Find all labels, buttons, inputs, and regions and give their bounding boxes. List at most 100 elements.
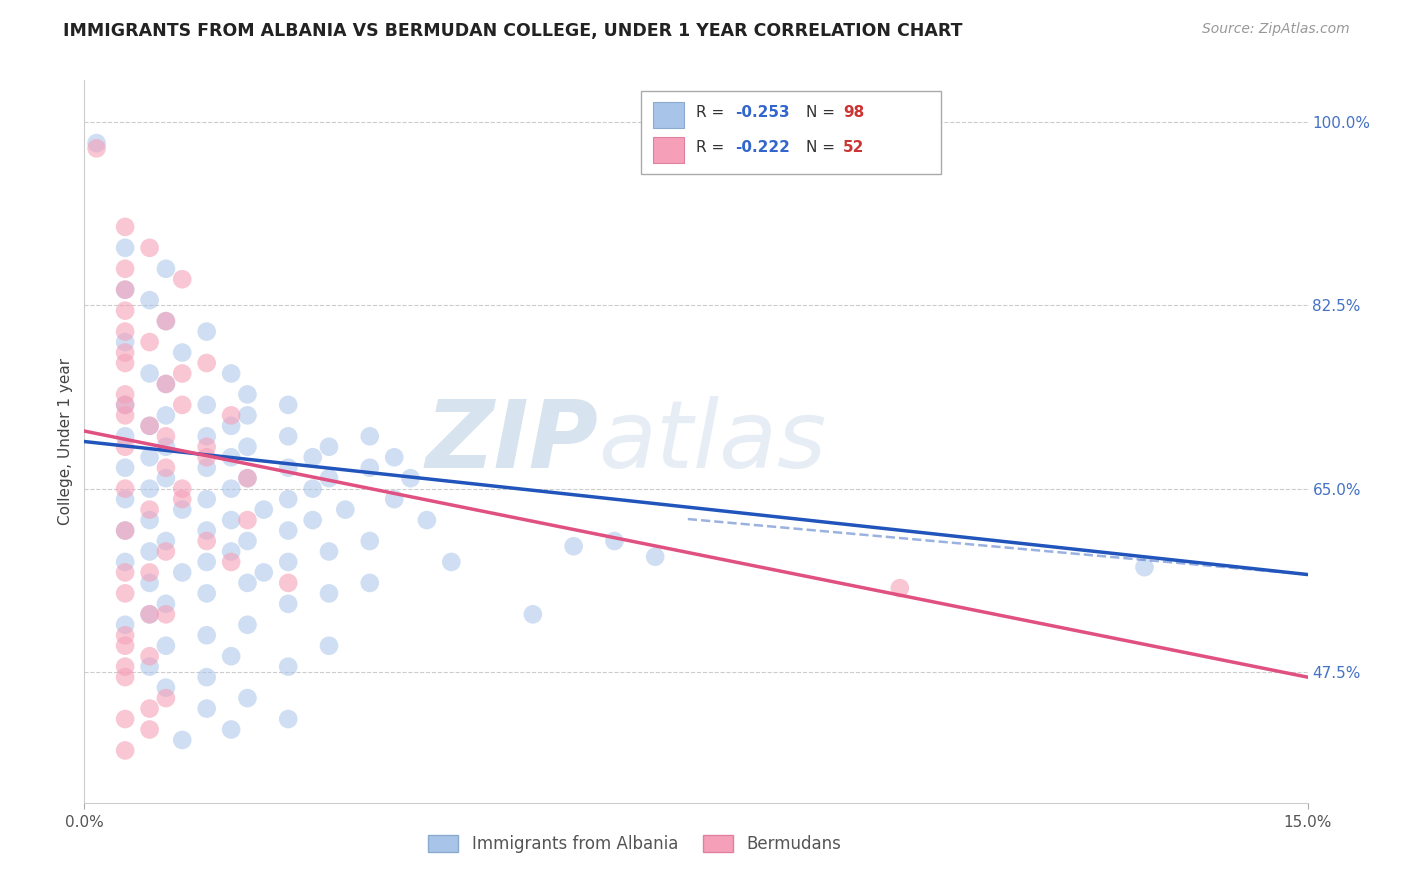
Point: [195, 356, 218, 370]
Point: [219, 418, 242, 433]
Point: [219, 649, 242, 664]
Point: [138, 513, 160, 527]
Point: [277, 398, 299, 412]
Point: [522, 607, 544, 622]
Point: [195, 586, 218, 600]
Point: [236, 575, 259, 590]
Point: [138, 607, 160, 622]
Point: [382, 450, 405, 465]
Point: [155, 376, 177, 391]
Point: [114, 283, 136, 297]
Point: [155, 261, 177, 276]
Point: [114, 241, 136, 255]
Point: [155, 440, 177, 454]
Point: [138, 293, 160, 308]
Point: [138, 723, 160, 737]
Point: [138, 502, 160, 516]
Point: [114, 712, 136, 726]
Point: [172, 733, 194, 747]
Point: [603, 534, 626, 549]
Point: [114, 440, 136, 454]
Point: [440, 555, 463, 569]
Point: [114, 617, 136, 632]
Point: [155, 471, 177, 485]
Point: [277, 429, 299, 443]
Point: [155, 314, 177, 328]
Point: [318, 471, 340, 485]
Point: [416, 513, 439, 527]
Point: [138, 482, 160, 496]
Point: [195, 398, 218, 412]
Point: [172, 272, 194, 286]
Text: 52: 52: [842, 140, 865, 155]
Point: [219, 450, 242, 465]
Point: [138, 241, 160, 255]
Point: [1133, 560, 1156, 574]
Point: [219, 409, 242, 423]
Point: [138, 367, 160, 381]
Legend: Immigrants from Albania, Bermudans: Immigrants from Albania, Bermudans: [422, 828, 848, 860]
Point: [114, 492, 136, 507]
Point: [114, 334, 136, 349]
Y-axis label: College, Under 1 year: College, Under 1 year: [58, 358, 73, 525]
Point: [155, 409, 177, 423]
Point: [172, 492, 194, 507]
Point: [277, 555, 299, 569]
Point: [644, 549, 666, 564]
Point: [399, 471, 422, 485]
Point: [114, 398, 136, 412]
Point: [172, 398, 194, 412]
Point: [301, 482, 323, 496]
Point: [195, 440, 218, 454]
Text: Source: ZipAtlas.com: Source: ZipAtlas.com: [1202, 22, 1350, 37]
Point: [155, 314, 177, 328]
Text: -0.253: -0.253: [735, 105, 790, 120]
Point: [219, 367, 242, 381]
FancyBboxPatch shape: [654, 103, 683, 128]
Text: R =: R =: [696, 140, 730, 155]
Point: [277, 659, 299, 673]
Point: [138, 418, 160, 433]
Point: [172, 482, 194, 496]
Point: [277, 460, 299, 475]
Point: [236, 534, 259, 549]
Point: [195, 701, 218, 715]
Point: [236, 387, 259, 401]
Point: [219, 482, 242, 496]
Text: ZIP: ZIP: [425, 395, 598, 488]
Point: [195, 555, 218, 569]
Point: [236, 617, 259, 632]
Point: [138, 575, 160, 590]
Point: [359, 575, 381, 590]
Point: [155, 534, 177, 549]
Point: [114, 345, 136, 359]
Text: atlas: atlas: [598, 396, 827, 487]
Point: [359, 460, 381, 475]
Point: [195, 670, 218, 684]
Point: [172, 345, 194, 359]
Point: [195, 628, 218, 642]
Point: [318, 440, 340, 454]
Point: [114, 659, 136, 673]
Point: [114, 743, 136, 757]
Point: [318, 544, 340, 558]
Point: [301, 450, 323, 465]
Text: N =: N =: [806, 105, 839, 120]
Point: [253, 502, 276, 516]
Point: [253, 566, 276, 580]
Point: [114, 524, 136, 538]
Point: [301, 513, 323, 527]
FancyBboxPatch shape: [641, 91, 941, 174]
Point: [114, 555, 136, 569]
Point: [114, 398, 136, 412]
Point: [138, 418, 160, 433]
Point: [155, 376, 177, 391]
Point: [155, 691, 177, 706]
Point: [562, 539, 585, 553]
Point: [138, 450, 160, 465]
Point: [277, 597, 299, 611]
Point: [114, 639, 136, 653]
Point: [114, 387, 136, 401]
Point: [318, 586, 340, 600]
Point: [114, 283, 136, 297]
